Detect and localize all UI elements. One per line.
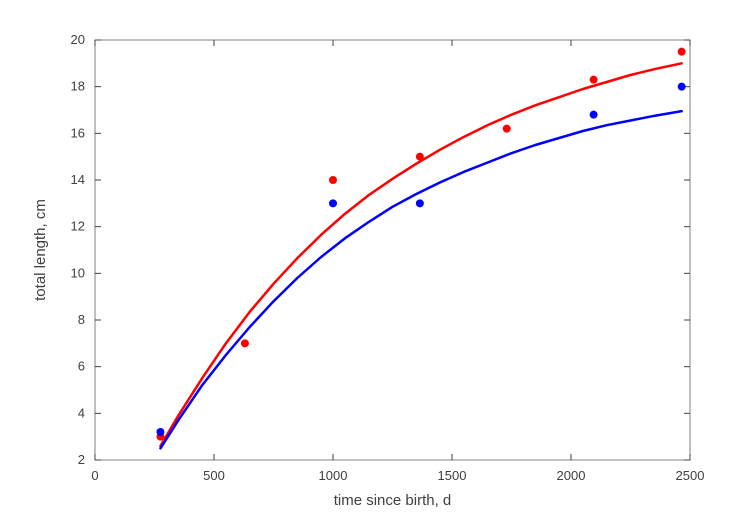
plot-border: [95, 40, 690, 460]
y-tick-label: 4: [78, 405, 85, 420]
point-red-points: [503, 125, 511, 133]
point-blue-points: [678, 83, 686, 91]
y-tick-label: 18: [71, 79, 85, 94]
point-blue-points: [416, 199, 424, 207]
chart-container: 0 500 1000 1500 2000 2500 2 4 6 8 10 12 14 16 18 20 time…: [0, 0, 729, 521]
point-red-points: [678, 48, 686, 56]
y-axis-label: total length, cm: [32, 199, 49, 301]
x-tick-label: 0: [91, 468, 98, 483]
point-blue-points: [590, 111, 598, 119]
x-tick-label: 2500: [676, 468, 705, 483]
y-tick-label: 10: [71, 265, 85, 280]
y-tick-label: 20: [71, 32, 85, 47]
y-tick-label: 2: [78, 452, 85, 467]
series-red-curve: [160, 63, 681, 446]
point-red-points: [590, 76, 598, 84]
point-red-points: [241, 339, 249, 347]
y-tick-label: 14: [71, 172, 85, 187]
point-blue-points: [156, 428, 164, 436]
x-tick-label: 1000: [319, 468, 348, 483]
y-tick-label: 16: [71, 125, 85, 140]
x-tick-label: 1500: [438, 468, 467, 483]
point-blue-points: [329, 199, 337, 207]
y-tick-label: 8: [78, 312, 85, 327]
y-tick-label: 6: [78, 359, 85, 374]
y-tick-label: 12: [71, 219, 85, 234]
x-axis-label: time since birth, d: [334, 492, 452, 509]
chart-svg: 0 500 1000 1500 2000 2500 2 4 6 8 10 12 14 16 18 20 time…: [0, 0, 729, 521]
x-tick-label: 500: [203, 468, 225, 483]
point-red-points: [329, 176, 337, 184]
x-tick-label: 2000: [557, 468, 586, 483]
